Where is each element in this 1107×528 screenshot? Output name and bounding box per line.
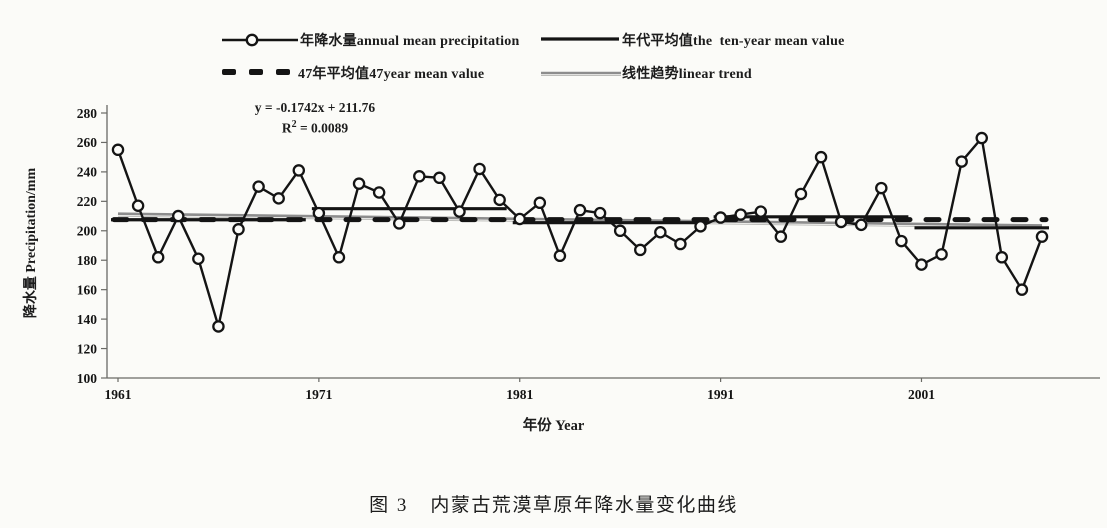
data-point-1989 — [674, 237, 687, 251]
data-point-1973 — [352, 177, 366, 190]
x-tick-label-1971: 1971 — [305, 387, 332, 402]
data-point-1964 — [172, 209, 185, 223]
data-point-1977 — [433, 171, 446, 185]
annual-precipitation-line — [116, 136, 1044, 328]
data-point-1981 — [513, 212, 526, 226]
data-point-1998 — [854, 218, 868, 232]
data-point-1983 — [553, 249, 567, 263]
data-point-2000 — [895, 234, 908, 248]
data-point-1991 — [714, 211, 727, 224]
legend-line-circle-swatch — [222, 33, 298, 47]
data-point-1984 — [573, 203, 587, 217]
y-tick-label-120: 120 — [77, 341, 98, 356]
y-tick-label-280: 280 — [77, 106, 98, 121]
chart-plot-area: 100 120 140 160 180 200 220 240 260 280 1961 1971 19… — [77, 105, 1100, 402]
data-point-1961 — [111, 143, 125, 157]
data-point-1968 — [252, 180, 265, 193]
data-point-2007 — [1035, 230, 1049, 243]
y-tick-label-260: 260 — [77, 135, 98, 150]
data-point-2002 — [935, 248, 948, 261]
data-point-2001 — [915, 258, 928, 271]
y-tick-label-240: 240 — [77, 165, 98, 180]
data-point-1997 — [834, 215, 848, 229]
data-point-1965 — [192, 252, 205, 265]
data-point-1994 — [774, 230, 788, 243]
data-point-1970 — [292, 164, 306, 177]
x-tick-label-2001: 2001 — [908, 387, 935, 402]
x-tick-label-1991: 1991 — [707, 387, 734, 402]
y-tick-label-180: 180 — [77, 253, 98, 268]
x-tick-label-1961: 1961 — [105, 387, 132, 402]
y-tick-label-220: 220 — [77, 194, 98, 209]
data-point-1993 — [754, 205, 768, 218]
data-point-1987 — [634, 243, 647, 257]
data-point-1975 — [392, 217, 406, 230]
x-tick-label-1981: 1981 — [506, 387, 533, 402]
y-tick-label-160: 160 — [77, 282, 98, 297]
figure-caption: 图 3 内蒙古荒漠草原年降水量变化曲线 — [0, 490, 1107, 517]
figure-caption-text: 内蒙古荒漠草原年降水量变化曲线 — [430, 495, 738, 516]
data-point-1982 — [533, 196, 547, 210]
data-point-1966 — [212, 320, 225, 333]
data-point-1976 — [413, 170, 426, 183]
y-tick-label-200: 200 — [77, 224, 98, 239]
data-point-1963 — [151, 251, 165, 264]
data-point-1988 — [654, 225, 667, 239]
data-point-1969 — [272, 192, 285, 205]
figure-number: 图 3 — [369, 495, 409, 516]
data-point-1974 — [372, 186, 386, 199]
trend-equation-annotation: y = -0.1742x + 211.76 R2 = 0.0089 — [229, 100, 401, 137]
data-point-1972 — [332, 251, 346, 264]
data-point-2006 — [1015, 283, 1029, 296]
data-point-1985 — [593, 206, 607, 220]
data-point-1992 — [734, 208, 747, 221]
data-point-1996 — [814, 150, 828, 164]
legend-solid-line-swatch — [541, 37, 619, 41]
data-point-2005 — [995, 251, 1009, 264]
x-axis-title: 年份 Year — [522, 418, 585, 434]
y-tick-label-100: 100 — [77, 371, 98, 386]
legend-label-annual-precipitation: 年降水量annual mean precipitation — [300, 34, 520, 49]
data-point-1967 — [232, 223, 245, 236]
data-point-1979 — [473, 162, 486, 176]
legend-label-linear-trend: 线性趋势linear trend — [622, 67, 752, 82]
legend-trend-line-swatch — [541, 71, 621, 76]
data-point-1971 — [312, 206, 326, 220]
legend-dashed-swatch — [222, 69, 290, 75]
data-point-1980 — [493, 193, 506, 207]
r-squared-text: R2 = 0.0089 — [281, 119, 349, 136]
data-point-1986 — [613, 224, 627, 238]
data-point-1990 — [694, 220, 707, 233]
data-point-1978 — [453, 205, 466, 218]
data-point-2003 — [955, 155, 968, 168]
y-axis-title: 降水量 Precipitation/mm — [24, 167, 39, 319]
equation-text: y = -0.1742x + 211.76 — [254, 100, 376, 115]
data-point-1999 — [875, 181, 888, 195]
data-point-2004 — [975, 131, 988, 145]
data-point-1962 — [131, 199, 145, 212]
y-tick-label-140: 140 — [77, 312, 98, 327]
legend-label-ten-year-mean: 年代平均值the ten-year mean value — [622, 34, 845, 49]
legend-label-47-year-mean: 47年平均值47year mean value — [298, 67, 485, 82]
data-point-1995 — [794, 187, 808, 201]
